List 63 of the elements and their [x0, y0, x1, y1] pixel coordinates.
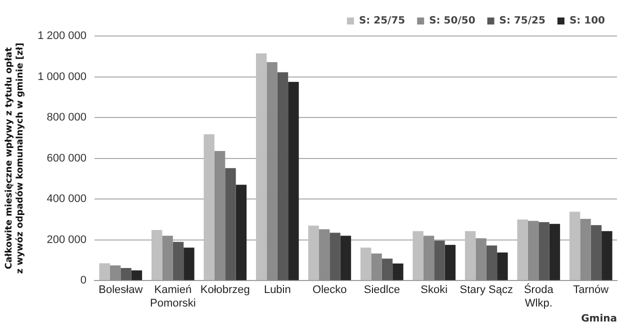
x-tick-label: Olecko	[312, 284, 347, 296]
bar	[486, 246, 498, 280]
x-tick-label: Tarnów	[573, 284, 609, 296]
bar	[528, 220, 539, 280]
x-axis-title: Gmina	[581, 314, 617, 325]
bar	[131, 270, 142, 280]
bar	[225, 168, 236, 280]
bar	[412, 231, 424, 280]
bar	[497, 252, 508, 280]
bar	[99, 263, 110, 280]
x-tick-label: Siedlce	[364, 284, 400, 296]
bar	[184, 248, 194, 280]
bar	[214, 150, 226, 280]
bar	[434, 240, 445, 280]
bar	[277, 72, 288, 280]
legend-label: S: 25/75	[358, 16, 406, 27]
bar	[204, 134, 214, 280]
bar	[464, 231, 476, 280]
bar	[392, 263, 404, 280]
bar	[371, 253, 382, 280]
bar	[382, 258, 393, 280]
bar	[602, 231, 612, 280]
bar	[172, 242, 184, 280]
x-tick-label: Bolesław	[98, 284, 143, 296]
bar	[288, 82, 299, 280]
y-tick-label: 400 000	[46, 193, 87, 206]
y-tick-label: 1 000 000	[38, 70, 87, 83]
bar	[590, 225, 602, 280]
y-tick-label: 200 000	[46, 234, 87, 246]
bar	[569, 212, 580, 280]
legend-label: S: 100	[569, 16, 606, 27]
bar	[444, 244, 456, 280]
bar	[580, 218, 591, 280]
bar	[256, 53, 267, 280]
bar	[110, 265, 121, 280]
bar	[330, 232, 340, 280]
y-axis-title: Całkowite miesięczne wpływy z tytułu opłat z wywóz odpadów komunalnych w gminie [zł]	[4, 42, 26, 274]
x-tick-label: Kamień Pomorski	[150, 284, 196, 310]
x-tick-label: Środa Wlkp.	[524, 283, 554, 310]
bar	[549, 224, 560, 280]
legend-label: S: 75/25	[499, 16, 546, 27]
y-tick-label: 0	[80, 274, 87, 287]
bar	[151, 230, 162, 280]
bar	[266, 62, 278, 280]
x-tick-label: Skoki	[420, 284, 448, 296]
bar	[308, 226, 319, 280]
bar	[162, 236, 173, 280]
legend-label: S: 50/50	[429, 16, 476, 27]
bar	[538, 222, 550, 280]
y-tick-label: 800 000	[46, 112, 87, 124]
y-tick-label: 1 200 000	[38, 30, 87, 42]
x-tick-label: Kołobrzeg	[200, 284, 250, 296]
y-tick-label: 600 000	[46, 152, 87, 164]
bar	[423, 236, 434, 280]
bar	[360, 248, 372, 280]
bar	[120, 268, 132, 280]
bar	[340, 236, 352, 280]
bar	[476, 238, 486, 280]
bar	[517, 219, 528, 280]
bar	[236, 184, 247, 280]
x-tick-label: Lubin	[264, 284, 291, 296]
bar	[318, 229, 330, 280]
x-tick-label: Stary Sącz	[460, 284, 513, 296]
